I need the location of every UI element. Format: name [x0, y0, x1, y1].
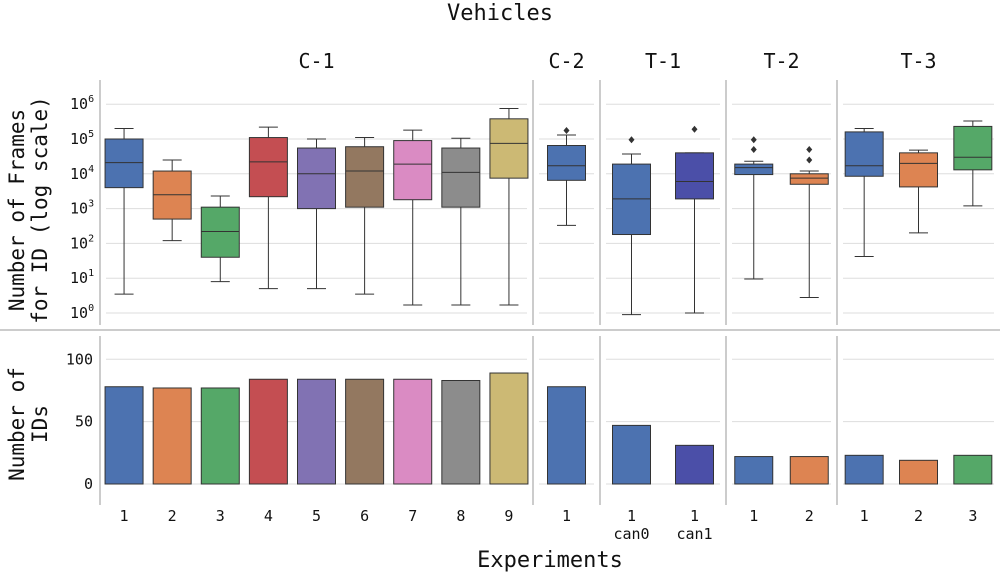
box-flier-1: [750, 136, 757, 144]
bar-C-1-6: [345, 378, 385, 485]
x-tick-label-T-1-1: 1: [690, 507, 699, 525]
box-C-1-7: [393, 140, 433, 201]
x-tick-label-C-1-0: 1: [120, 507, 129, 525]
box-C-1-6: [345, 146, 385, 208]
x-tick-label-C-1-8: 9: [504, 507, 513, 525]
box-C-2-1: [547, 145, 586, 181]
box-flier-0: [750, 145, 757, 153]
box-flier-1: [806, 145, 813, 153]
bar-T-1-1-can0: [612, 424, 651, 485]
box-flier-0: [563, 127, 570, 135]
panel-title-T-2: T-2: [763, 49, 799, 73]
bar-C-1-1: [104, 386, 144, 485]
box-C-1-5: [297, 147, 336, 210]
bar-C-1-8: [441, 379, 481, 485]
x-tick-label-T-1-0: 1: [627, 507, 636, 525]
bar-T-3-2: [899, 459, 938, 485]
bar-C-1-3: [200, 387, 240, 485]
bar-C-1-2: [152, 387, 192, 485]
panel-title-C-2: C-2: [548, 49, 584, 73]
x-tick-label-C-2-0: 1: [562, 507, 571, 525]
box-T-2-1: [734, 163, 774, 176]
y-tick-label-top-6: 106: [70, 94, 94, 113]
box-T-3-1: [844, 131, 884, 177]
bar-T-3-3: [953, 454, 993, 485]
box-C-1-1: [104, 138, 144, 189]
bar-C-1-9: [489, 372, 529, 485]
bar-C-1-7: [393, 378, 433, 485]
box-C-1-4: [248, 137, 288, 198]
box-T-3-3: [953, 125, 993, 171]
x-tick-label-C-1-6: 7: [408, 507, 417, 525]
y-tick-label-bottom-0: 0: [84, 475, 93, 493]
x-tick-label-T-3-1: 2: [914, 507, 923, 525]
box-T-2-2: [789, 173, 829, 185]
x-tick-label-T-3-0: 1: [860, 507, 869, 525]
box-C-1-9: [489, 118, 529, 179]
x-tick-label-T-1-0-sub: can0: [613, 525, 649, 543]
box-T-1-1-can1: [675, 152, 714, 200]
bar-C-1-4: [248, 378, 288, 485]
box-flier-0: [691, 125, 698, 133]
y-tick-label-top-2: 102: [70, 233, 94, 252]
y-tick-label-bottom-1: 50: [75, 413, 93, 431]
x-axis-label: Experiments: [477, 548, 623, 573]
y-tick-label-top-5: 105: [70, 129, 94, 148]
box-C-1-3: [200, 206, 240, 258]
y-tick-label-top-1: 101: [70, 268, 94, 287]
y-tick-label-bottom-2: 100: [66, 350, 93, 368]
y-tick-label-top-4: 104: [70, 164, 94, 183]
box-flier-0: [806, 156, 813, 164]
x-tick-label-C-1-7: 8: [456, 507, 465, 525]
x-tick-label-T-1-1-sub: can1: [676, 525, 712, 543]
x-tick-label-T-2-1: 2: [805, 507, 814, 525]
chart-title: Vehicles: [447, 1, 553, 26]
x-tick-label-T-2-0: 1: [749, 507, 758, 525]
x-tick-label-C-1-2: 3: [216, 507, 225, 525]
bar-T-2-1: [734, 456, 774, 485]
y-tick-label-top-3: 103: [70, 199, 94, 218]
box-C-1-8: [441, 147, 481, 208]
panel-title-C-1: C-1: [298, 49, 334, 73]
x-tick-label-C-1-3: 4: [264, 507, 273, 525]
panel-title-T-1: T-1: [645, 49, 681, 73]
bar-T-1-1-can1: [675, 444, 714, 485]
x-tick-label-C-1-4: 5: [312, 507, 321, 525]
box-T-3-2: [899, 152, 938, 188]
x-tick-label-C-1-1: 2: [168, 507, 177, 525]
panel-title-T-3: T-3: [900, 49, 936, 73]
bar-C-2-1: [547, 386, 586, 485]
box-flier-0: [628, 136, 635, 144]
x-tick-label-T-3-2: 3: [968, 507, 977, 525]
y-tick-label-top-0: 100: [70, 303, 94, 322]
bar-T-3-1: [844, 454, 884, 485]
bar-C-1-5: [297, 378, 336, 485]
bar-T-2-2: [789, 456, 829, 485]
x-tick-label-C-1-5: 6: [360, 507, 369, 525]
